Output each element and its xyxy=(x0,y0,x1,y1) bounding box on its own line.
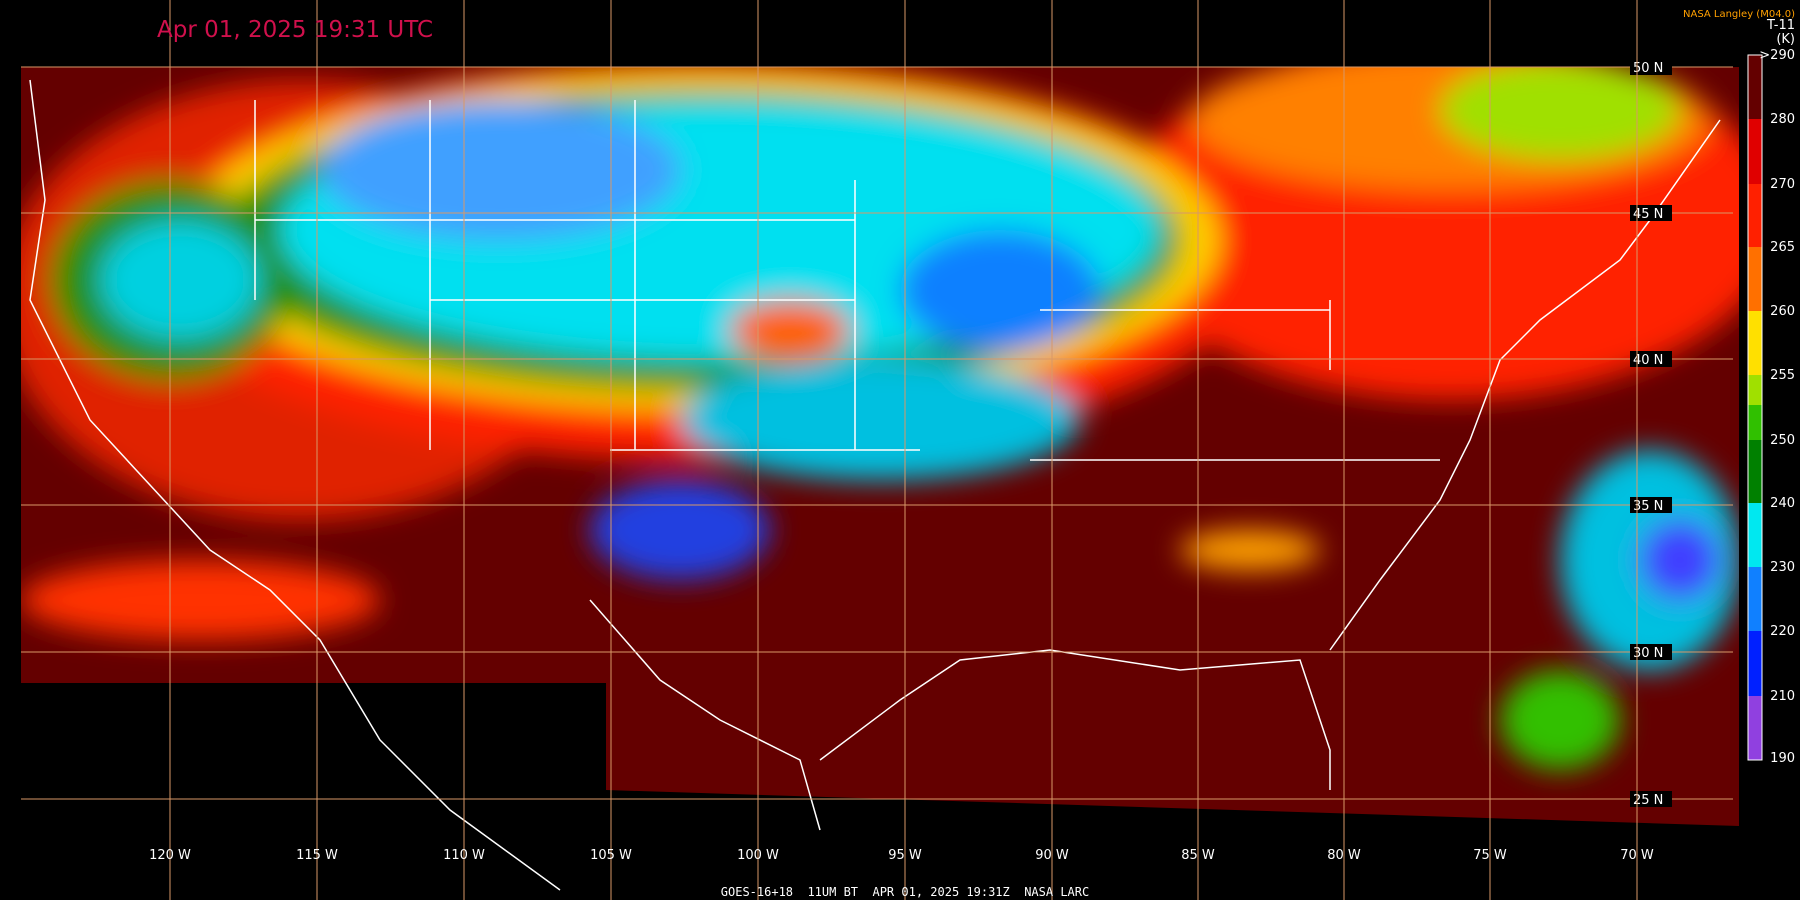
longitude-label: 75 W xyxy=(1473,848,1507,863)
longitude-label: 80 W xyxy=(1327,848,1361,863)
credit: NASA Langley (M04.0) xyxy=(1683,9,1795,20)
colorbar-tick-label: 255 xyxy=(1770,368,1795,383)
longitude-label: 70 W xyxy=(1620,848,1654,863)
colorbar-tick-label: 230 xyxy=(1770,560,1795,575)
longitude-label: 90 W xyxy=(1035,848,1069,863)
colorbar-tick-label: 260 xyxy=(1770,304,1795,319)
colorbar-tick-label: 280 xyxy=(1770,112,1795,127)
colorbar-label: T-11 xyxy=(1766,18,1795,33)
latitude-label-bg xyxy=(1630,497,1672,513)
longitude-label: 105 W xyxy=(590,848,632,863)
latitude-label: 40 N xyxy=(1633,353,1663,368)
colorbar-unit: (K) xyxy=(1776,32,1795,47)
latitude-label: 45 N xyxy=(1633,207,1663,222)
timestamp-title: Apr 01, 2025 19:31 UTC xyxy=(157,17,433,43)
colorbar-tick-label: 210 xyxy=(1770,689,1795,704)
latitude-label-bg xyxy=(1630,205,1672,221)
latitude-label: 25 N xyxy=(1633,793,1663,808)
longitude-label: 115 W xyxy=(296,848,338,863)
colorbar xyxy=(1747,54,1763,761)
colorbar-tick-label: 270 xyxy=(1770,177,1795,192)
latitude-label-bg xyxy=(1630,644,1672,660)
longitude-label: 100 W xyxy=(737,848,779,863)
latitude-label: 35 N xyxy=(1633,499,1663,514)
longitude-label: 85 W xyxy=(1181,848,1215,863)
colorbar-tick-label: 220 xyxy=(1770,624,1795,639)
longitude-label: 110 W xyxy=(443,848,485,863)
graticule: 50 N 45 N 40 N 35 N 30 N 25 N 120 W 115 W 110 W 1… xyxy=(21,0,1733,900)
latitude-label-bg xyxy=(1630,791,1672,807)
colorbar-tick-label: 240 xyxy=(1770,496,1795,511)
longitude-label: 120 W xyxy=(149,848,191,863)
longitude-label: 95 W xyxy=(888,848,922,863)
footer: GOES-16+18 11UM BT APR 01, 2025 19:31Z N… xyxy=(721,885,1089,899)
latitude-label: 30 N xyxy=(1633,646,1663,661)
latitude-label-bg xyxy=(1630,351,1672,367)
latitude-label: 50 N xyxy=(1633,61,1663,76)
colorbar-tick-label: >290 xyxy=(1759,48,1795,63)
coastlines xyxy=(29,79,1721,891)
latitude-label-bg xyxy=(1630,59,1672,75)
colorbar-tick-label: 190 xyxy=(1770,751,1795,766)
colorbar-tick-label: 250 xyxy=(1770,433,1795,448)
colorbar-tick-label: 265 xyxy=(1770,240,1795,255)
